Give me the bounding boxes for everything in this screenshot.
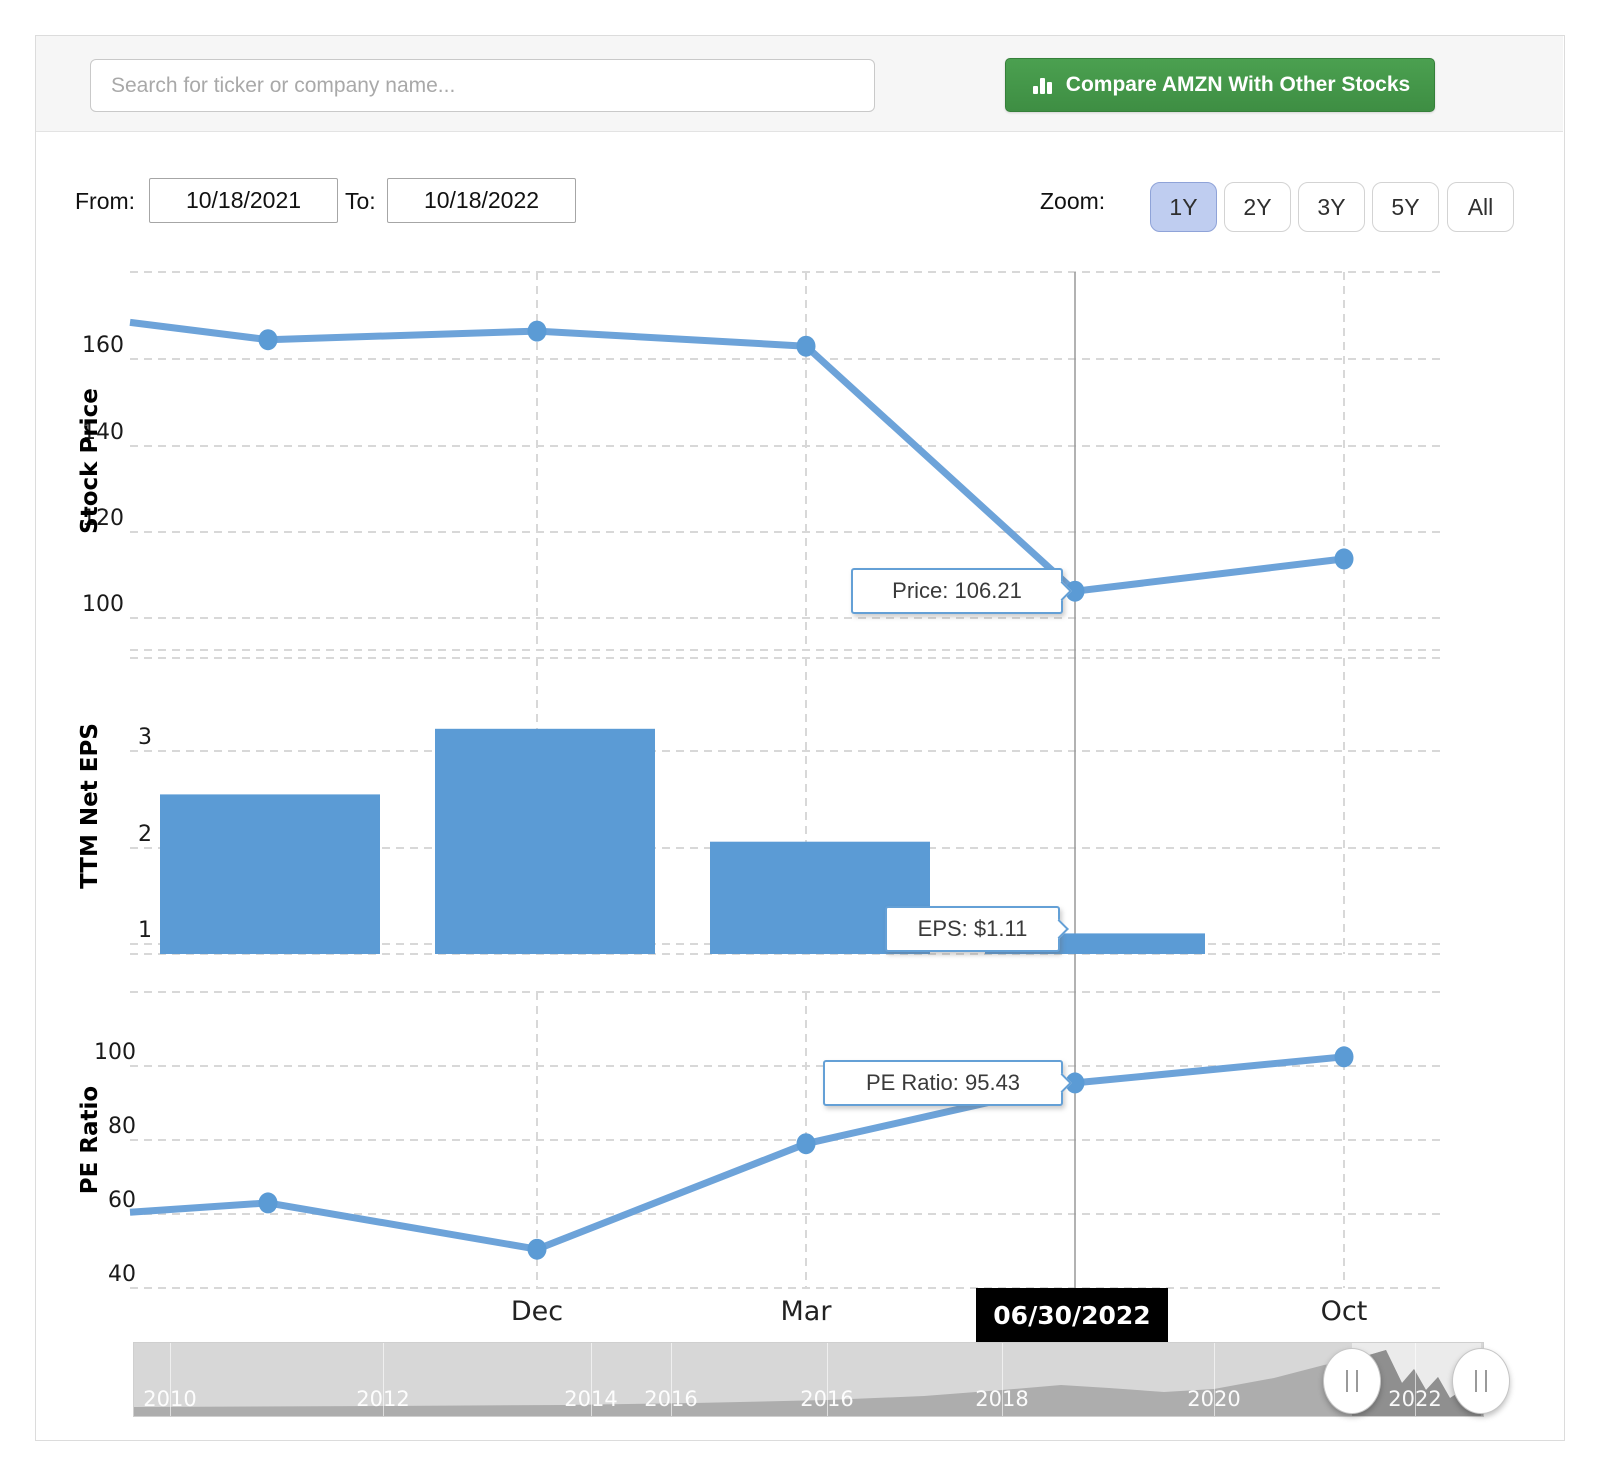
pe-tick: 40: [108, 1262, 136, 1287]
price-tooltip: Price: 106.21: [851, 568, 1063, 614]
drag-handle-icon: [1346, 1370, 1358, 1392]
pe-tick: 100: [94, 1040, 136, 1065]
from-date-field[interactable]: [149, 178, 338, 223]
axis-titles: Stock Price TTM Net EPS PE Ratio: [77, 388, 103, 1194]
to-date-field[interactable]: [387, 178, 576, 223]
zoom-button-5y[interactable]: 5Y: [1372, 182, 1439, 232]
x-axis-label-mar: Mar: [780, 1296, 832, 1327]
compare-stocks-label: Compare AMZN With Other Stocks: [1065, 73, 1411, 96]
navigator-year: 2014: [564, 1387, 618, 1411]
zoom-label: Zoom:: [1040, 188, 1106, 214]
navigator-tick: [671, 1343, 672, 1416]
navigator-tick: [1214, 1343, 1215, 1416]
navigator-year: 2010: [143, 1387, 197, 1411]
navigator-year: 2020: [1187, 1387, 1241, 1411]
navigator-year: 2018: [975, 1387, 1029, 1411]
x-axis-label-dec: Dec: [510, 1296, 564, 1327]
pe-tooltip: PE Ratio: 95.43: [823, 1060, 1063, 1106]
navigator-right-handle[interactable]: [1452, 1348, 1510, 1414]
range-navigator[interactable]: 2010 2012 2014 2016 2016 2018 2020 2022: [133, 1342, 1510, 1417]
navigator-area-chart: [134, 1350, 1483, 1416]
price-tick: 120: [82, 506, 124, 531]
eps-tooltip: EPS: $1.11: [885, 906, 1060, 952]
price-axis-title: Stock Price: [77, 388, 103, 534]
pe-line-series[interactable]: [129, 1046, 1354, 1260]
eps-axis-title: TTM Net EPS: [77, 723, 103, 889]
compare-stocks-button[interactable]: Compare AMZN With Other Stocks: [1005, 58, 1435, 112]
navigator-year: 2016: [800, 1387, 854, 1411]
x-axis-label-oct: Oct: [1320, 1296, 1368, 1327]
navigator-tick: [827, 1343, 828, 1416]
search-input[interactable]: [90, 59, 875, 112]
to-label: To:: [345, 188, 376, 214]
navigator-year: 2012: [356, 1387, 410, 1411]
zoom-button-2y[interactable]: 2Y: [1224, 182, 1291, 232]
charts-area: 160 140 120 100 3 2 1 100 80 60 40 Stock…: [77, 271, 1443, 1289]
price-tick: 140: [82, 420, 124, 445]
navigator-year: 2016: [644, 1387, 698, 1411]
from-label: From:: [75, 188, 136, 214]
pe-axis-title: PE Ratio: [77, 1086, 103, 1195]
navigator-left-handle[interactable]: [1323, 1348, 1381, 1414]
gridlines: [130, 271, 1443, 1289]
y-tick-labels: 160 140 120 100 3 2 1 100 80 60 40: [82, 333, 152, 1287]
navigator-tick: [591, 1343, 592, 1416]
zoom-button-3y[interactable]: 3Y: [1298, 182, 1365, 232]
crosshair-date-flag: 06/30/2022: [976, 1288, 1168, 1343]
eps-tick: 3: [138, 725, 152, 750]
price-tick: 100: [82, 592, 124, 617]
navigator-tick: [383, 1343, 384, 1416]
navigator-year: 2022: [1388, 1387, 1442, 1411]
zoom-button-all[interactable]: All: [1447, 182, 1514, 232]
bar-chart-icon: [1032, 78, 1052, 94]
price-tick: 160: [82, 333, 124, 358]
eps-tick: 1: [138, 918, 152, 943]
navigator-tick: [170, 1343, 171, 1416]
navigator-tick: [1415, 1343, 1416, 1416]
eps-bar-series[interactable]: [160, 728, 1205, 954]
zoom-button-1y[interactable]: 1Y: [1150, 182, 1217, 232]
eps-tick: 2: [138, 822, 152, 847]
price-line-series[interactable]: [129, 318, 1354, 602]
drag-handle-icon: [1475, 1370, 1487, 1392]
navigator-tick: [1002, 1343, 1003, 1416]
pe-tick: 80: [108, 1114, 136, 1139]
